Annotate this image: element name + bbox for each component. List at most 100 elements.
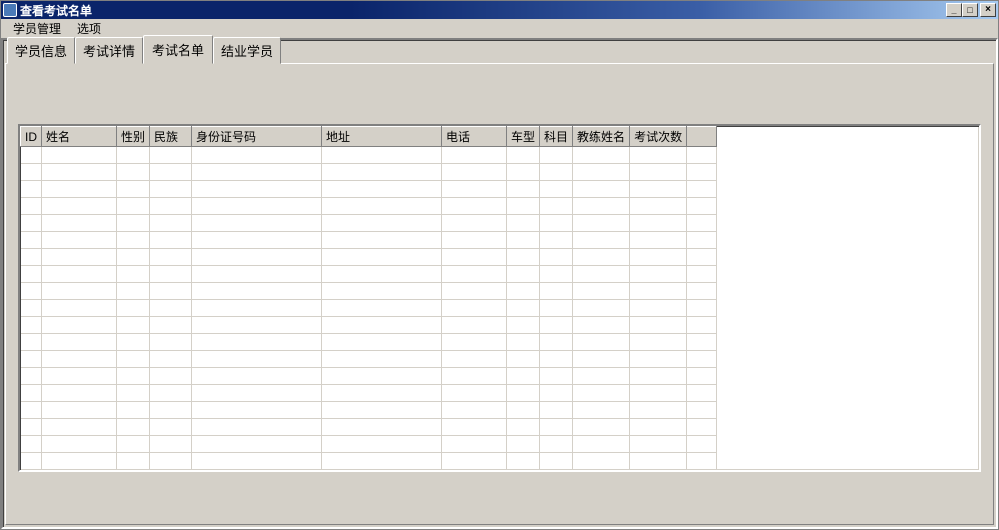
table-cell	[192, 453, 322, 470]
table-cell	[21, 198, 42, 215]
table-cell	[117, 351, 150, 368]
app-icon	[3, 3, 17, 17]
table-cell	[192, 198, 322, 215]
table-row[interactable]	[21, 351, 717, 368]
table-cell	[630, 249, 687, 266]
table-cell	[687, 419, 717, 436]
titlebar[interactable]: 查看考试名单 _ □ ×	[1, 1, 998, 19]
table-row[interactable]	[21, 164, 717, 181]
table-cell	[150, 215, 192, 232]
table-row[interactable]	[21, 453, 717, 470]
table-cell	[687, 266, 717, 283]
table-cell	[507, 300, 540, 317]
table-cell	[630, 419, 687, 436]
table-row[interactable]	[21, 385, 717, 402]
table-cell	[442, 147, 507, 164]
table-cell	[117, 453, 150, 470]
table-cell	[117, 249, 150, 266]
table-cell	[540, 351, 573, 368]
table-cell	[322, 402, 442, 419]
table-cell	[507, 334, 540, 351]
tab-exam-details[interactable]: 考试详情	[75, 37, 143, 64]
table-row[interactable]	[21, 249, 717, 266]
table-cell	[687, 351, 717, 368]
tab-exam-list[interactable]: 考试名单	[143, 35, 213, 64]
table-row[interactable]	[21, 215, 717, 232]
column-header[interactable]	[687, 127, 717, 147]
table-cell	[150, 402, 192, 419]
column-header[interactable]: 身份证号码	[192, 127, 322, 147]
data-grid[interactable]: ID姓名性别民族身份证号码地址电话车型科目教练姓名考试次数	[18, 124, 981, 472]
table-row[interactable]	[21, 283, 717, 300]
table-cell	[322, 181, 442, 198]
table-cell	[192, 402, 322, 419]
client-area: 学员信息 考试详情 考试名单 结业学员 ID姓名性别民族身份证号码地址	[1, 38, 998, 529]
table-cell	[573, 436, 630, 453]
minimize-button[interactable]: _	[946, 3, 962, 17]
table-row[interactable]	[21, 147, 717, 164]
table-cell	[42, 147, 117, 164]
table-cell	[150, 351, 192, 368]
maximize-button[interactable]: □	[962, 3, 978, 17]
tab-graduated[interactable]: 结业学员	[213, 37, 281, 64]
table-cell	[630, 436, 687, 453]
table-cell	[42, 164, 117, 181]
table-cell	[21, 147, 42, 164]
table-cell	[507, 164, 540, 181]
table-cell	[507, 351, 540, 368]
table-cell	[42, 317, 117, 334]
table-cell	[150, 232, 192, 249]
table-cell	[322, 317, 442, 334]
table-row[interactable]	[21, 436, 717, 453]
table-row[interactable]	[21, 266, 717, 283]
table-cell	[540, 283, 573, 300]
menu-options[interactable]: 选项	[69, 19, 109, 38]
tab-student-info[interactable]: 学员信息	[7, 37, 75, 64]
table-row[interactable]	[21, 300, 717, 317]
column-header[interactable]: 车型	[507, 127, 540, 147]
table-row[interactable]	[21, 181, 717, 198]
table-cell	[540, 215, 573, 232]
table-cell	[630, 385, 687, 402]
close-button[interactable]: ×	[980, 3, 996, 17]
table-cell	[192, 436, 322, 453]
table-row[interactable]	[21, 419, 717, 436]
table-cell	[117, 181, 150, 198]
column-header[interactable]: 科目	[540, 127, 573, 147]
table-cell	[192, 419, 322, 436]
table-row[interactable]	[21, 317, 717, 334]
table-cell	[442, 453, 507, 470]
column-header[interactable]: 民族	[150, 127, 192, 147]
table-body	[21, 147, 717, 470]
table-cell	[507, 198, 540, 215]
table-cell	[42, 419, 117, 436]
table-cell	[322, 419, 442, 436]
column-header[interactable]: 考试次数	[630, 127, 687, 147]
table-cell	[442, 249, 507, 266]
column-header[interactable]: 电话	[442, 127, 507, 147]
column-header[interactable]: 性别	[117, 127, 150, 147]
table-cell	[507, 147, 540, 164]
column-header[interactable]: ID	[21, 127, 42, 147]
table-cell	[21, 453, 42, 470]
table-row[interactable]	[21, 232, 717, 249]
table-cell	[42, 351, 117, 368]
table-cell	[687, 147, 717, 164]
table-row[interactable]	[21, 368, 717, 385]
column-header[interactable]: 教练姓名	[573, 127, 630, 147]
table-cell	[192, 181, 322, 198]
table-cell	[573, 266, 630, 283]
table-row[interactable]	[21, 334, 717, 351]
table-cell	[442, 232, 507, 249]
column-header[interactable]: 姓名	[42, 127, 117, 147]
table-cell	[192, 232, 322, 249]
table-row[interactable]	[21, 198, 717, 215]
table-cell	[42, 334, 117, 351]
table-cell	[507, 368, 540, 385]
table-cell	[21, 402, 42, 419]
table-cell	[42, 215, 117, 232]
table-cell	[192, 351, 322, 368]
column-header[interactable]: 地址	[322, 127, 442, 147]
table-row[interactable]	[21, 402, 717, 419]
menu-student-mgmt[interactable]: 学员管理	[5, 19, 69, 38]
